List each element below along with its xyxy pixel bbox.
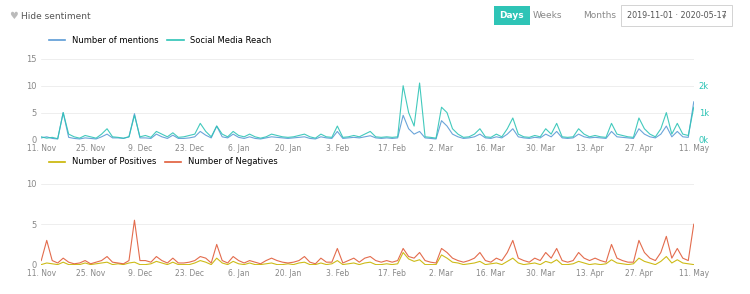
Text: 2019-11-01 · 2020-05-17: 2019-11-01 · 2020-05-17 bbox=[626, 11, 726, 20]
Bar bbox=[494, 6, 530, 25]
Legend: Number of mentions, Social Media Reach: Number of mentions, Social Media Reach bbox=[46, 32, 275, 48]
Text: ♥: ♥ bbox=[9, 11, 18, 21]
Text: Hide sentiment: Hide sentiment bbox=[21, 11, 91, 21]
Text: ▾: ▾ bbox=[722, 11, 726, 21]
Text: Weeks: Weeks bbox=[532, 11, 562, 20]
Legend: Number of Positives, Number of Negatives: Number of Positives, Number of Negatives bbox=[46, 154, 281, 170]
Text: Months: Months bbox=[584, 11, 616, 20]
Text: Days: Days bbox=[500, 11, 523, 20]
Bar bbox=[621, 5, 732, 26]
